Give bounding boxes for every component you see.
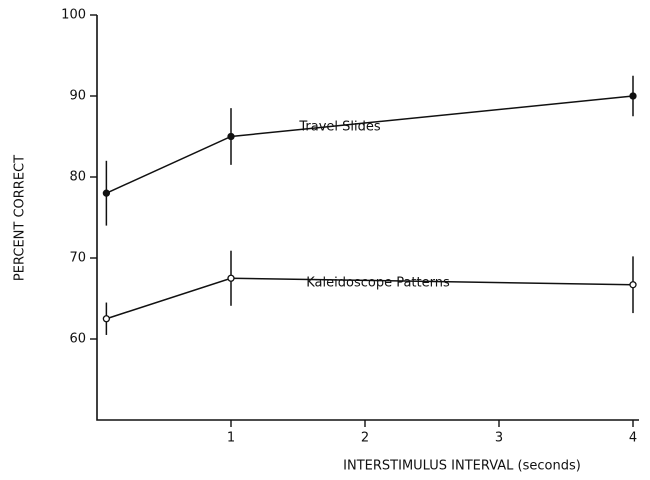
y-tick-label: 100 [61, 8, 86, 23]
x-tick-label: 4 [629, 431, 637, 446]
x-tick-label: 2 [361, 431, 369, 446]
y-axis-label: PERCENT CORRECT [13, 155, 28, 281]
x-axis-label: INTERSTIMULUS INTERVAL (seconds) [343, 459, 581, 474]
series-label: Travel Slides [298, 120, 381, 135]
y-tick-label: 70 [69, 251, 86, 266]
data-point [629, 92, 637, 100]
series-label: Kaleidoscope Patterns [306, 276, 450, 291]
data-point [102, 315, 111, 323]
axis [96, 15, 639, 421]
data-line [106, 95, 634, 194]
data-point [227, 132, 235, 141]
y-tick-label: 90 [69, 89, 86, 104]
data-point [227, 274, 235, 282]
x-tick-label: 3 [495, 431, 503, 446]
data-point [102, 189, 111, 197]
y-tick-label: 60 [69, 332, 86, 347]
y-tick-label: 80 [69, 170, 86, 185]
x-tick-label: 1 [227, 431, 235, 446]
data-point [629, 281, 637, 289]
